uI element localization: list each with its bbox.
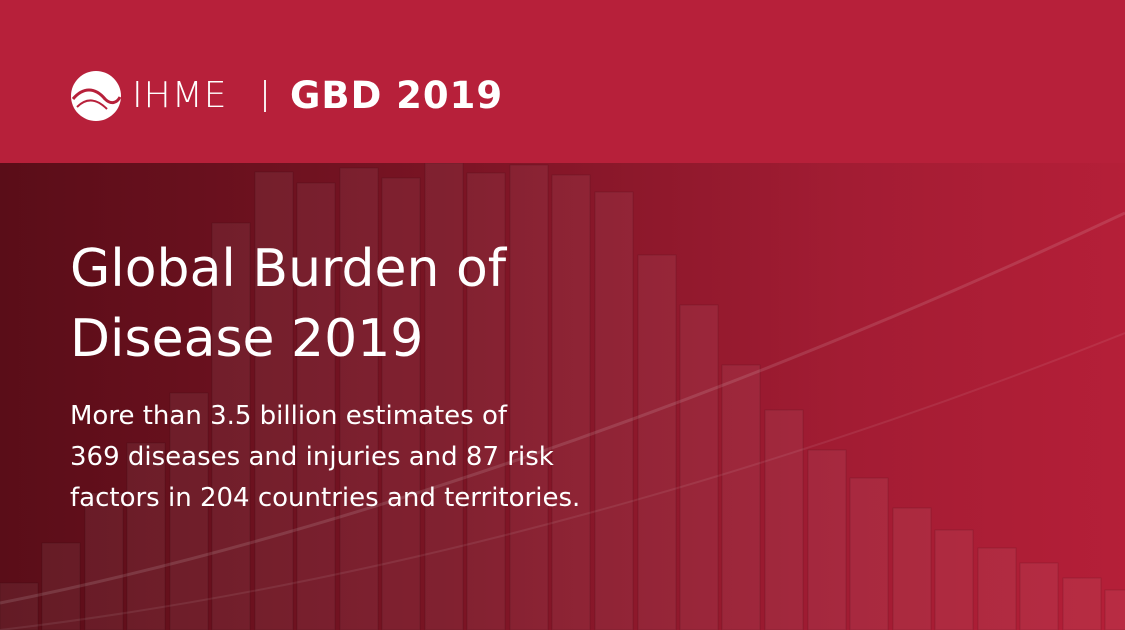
title: Global Burden of Disease 2019 [70,234,506,374]
description-line: factors in 204 countries and territories… [70,483,581,513]
logo-icon [71,71,122,121]
logo-text: IHME [132,75,228,116]
decoration [0,163,1125,630]
description-line: More than 3.5 billion estimates of [70,401,508,431]
header-band [0,0,1125,163]
divider [264,80,266,112]
description: More than 3.5 billion estimates of 369 d… [70,396,580,519]
description-line: 369 diseases and injuries and 87 risk [70,442,554,472]
product-name: GBD 2019 [290,74,504,117]
title-line: Disease 2019 [70,309,424,369]
background [0,163,1125,630]
title-line: Global Burden of [70,239,507,299]
